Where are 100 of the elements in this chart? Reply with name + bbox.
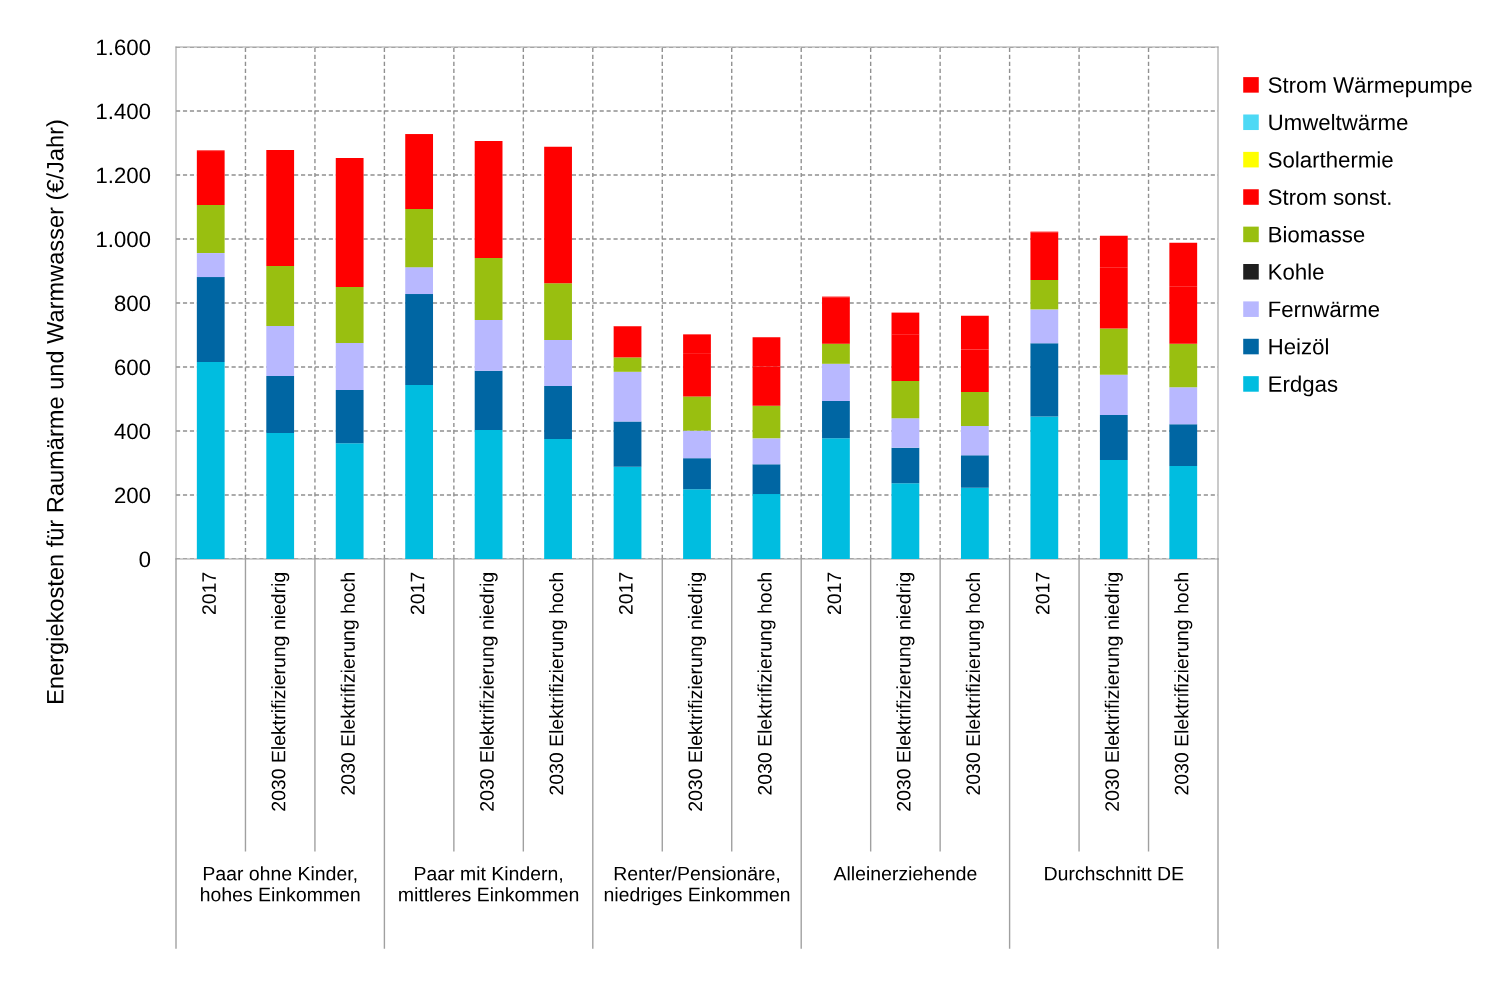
bar	[266, 326, 295, 376]
bar	[405, 267, 434, 295]
text: Durchschnitt DE	[1045, 866, 1184, 881]
x-tick-label: 2030 Elektrifizierung hoch	[340, 573, 359, 795]
bar	[822, 438, 850, 559]
bar	[335, 287, 364, 343]
bar	[196, 253, 225, 278]
legend-label: Fernwärme	[1269, 301, 1380, 318]
bar	[405, 208, 434, 268]
bar	[613, 421, 642, 467]
bar	[196, 361, 225, 559]
bar	[752, 405, 781, 439]
bar	[405, 135, 434, 209]
bar	[544, 340, 572, 386]
bar	[752, 464, 781, 495]
y-tick-label: 800	[114, 295, 151, 312]
y-axis-title: Energiekosten für Raumärme und Warmwasser (€/Jahr)	[46, 120, 69, 703]
y-tick-label: 0	[139, 551, 151, 568]
bar	[1099, 460, 1128, 559]
x-tick-label: 2017	[202, 572, 216, 615]
x-tick-label: 2030 Elektrifizierung niedrig	[479, 573, 498, 811]
legend-label: Erdgas	[1269, 375, 1338, 397]
bar	[1099, 328, 1128, 375]
text: Paar ohne Kinder, hohes Einkommen	[201, 866, 360, 902]
bar	[891, 418, 920, 448]
bar	[891, 483, 920, 559]
bar	[474, 257, 503, 320]
x-tick-label: 2030 Elektrifizierung niedrig	[1104, 573, 1123, 811]
bar	[683, 489, 711, 559]
bar	[335, 390, 364, 444]
bar	[405, 294, 434, 385]
x-tick-label: 2017	[410, 572, 425, 615]
bar	[196, 205, 225, 254]
bar	[335, 343, 364, 391]
bar	[196, 277, 225, 362]
bar	[1030, 343, 1059, 417]
bar	[1099, 374, 1128, 415]
bar	[1030, 309, 1059, 344]
y-tick-label: 400	[114, 423, 151, 440]
bar	[613, 371, 642, 422]
bar	[544, 283, 572, 341]
y-tick-label: 600	[115, 359, 151, 376]
bar	[613, 466, 642, 559]
legend-label: Strom sonst.	[1268, 189, 1391, 206]
legend-label: Solarthermie	[1268, 151, 1393, 168]
bar	[683, 430, 711, 459]
bar	[960, 487, 989, 559]
x-tick-label: 2017	[1035, 572, 1050, 615]
bar	[335, 443, 364, 559]
text: Renter/Pensionäre, niedriges Einkommen	[604, 866, 790, 906]
legend-label: Heizöl	[1269, 338, 1328, 355]
bar	[822, 363, 850, 401]
bar	[960, 391, 989, 426]
bar	[752, 494, 781, 559]
bar	[474, 370, 503, 431]
bar	[1030, 416, 1059, 559]
x-tick-label: 2030 Elektrifizierung niedrig	[896, 573, 915, 811]
bar	[891, 381, 920, 419]
y-tick-label: 1.000	[97, 231, 151, 248]
legend-label: Strom Wärmepumpe	[1268, 77, 1472, 98]
y-tick-label: 1.400	[97, 103, 151, 120]
x-tick-label: 2030 Elektrifizierung hoch	[965, 573, 984, 795]
bar	[196, 151, 225, 206]
legend-label: Kohle	[1269, 263, 1324, 280]
bar	[822, 400, 850, 439]
x-tick-label: 2030 Elektrifizierung hoch	[1174, 573, 1193, 795]
bar	[822, 297, 850, 344]
x-tick-label: 2017	[827, 572, 842, 615]
bar	[405, 384, 434, 559]
bar	[1169, 387, 1198, 425]
bar	[613, 357, 642, 372]
legend-label: Umweltwärme	[1269, 113, 1408, 131]
legend-label: Biomasse	[1269, 226, 1365, 243]
bar	[474, 319, 503, 371]
bar	[1169, 424, 1198, 466]
bar	[544, 385, 572, 439]
bar	[266, 265, 295, 327]
bar	[613, 326, 642, 358]
y-tick-label: 1.600	[97, 39, 151, 56]
x-tick-label: 2017	[618, 572, 633, 615]
bar	[683, 396, 711, 431]
bar	[266, 432, 295, 559]
y-tick-label: 1.200	[97, 167, 151, 184]
bar	[1169, 465, 1198, 559]
x-tick-label: 2030 Elektrifizierung niedrig	[271, 573, 290, 811]
bar	[683, 458, 711, 490]
bar	[960, 455, 989, 488]
bar	[1030, 232, 1059, 280]
bar	[474, 430, 503, 559]
bar	[1030, 279, 1059, 310]
y-tick-label: 200	[115, 487, 151, 504]
bar	[544, 439, 572, 559]
x-tick-label: 2030 Elektrifizierung niedrig	[687, 573, 707, 811]
bar	[752, 438, 781, 465]
text: Alleinerziehende	[833, 866, 977, 881]
text: Paar mit Kindern, mittleres Einkommen	[399, 866, 579, 902]
bar	[822, 343, 850, 364]
bar	[266, 375, 295, 433]
x-tick-label: 2030 Elektrifizierung hoch	[549, 573, 568, 795]
bar	[1169, 343, 1198, 388]
